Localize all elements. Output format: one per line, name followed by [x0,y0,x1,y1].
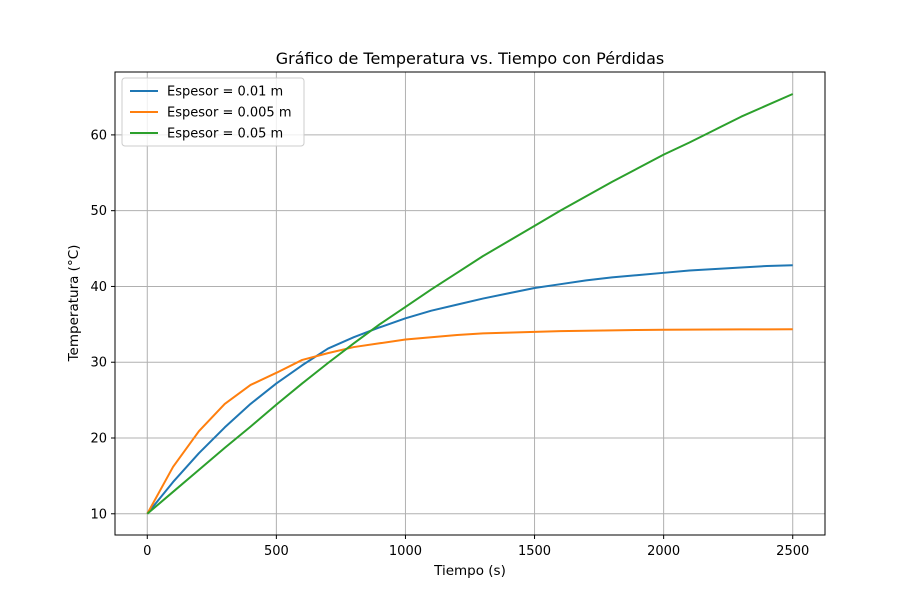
x-axis-label: Tiempo (s) [433,563,506,579]
y-tick-label: 50 [90,204,107,219]
x-tick-label: 0 [143,544,151,559]
x-axis-ticks: 0 500 1000 1500 2000 2500 [143,535,809,559]
y-axis-ticks: 10 20 30 40 50 60 [90,128,115,522]
x-tick-label: 1500 [518,544,551,559]
legend: Espesor = 0.01 m Espesor = 0.005 m Espesor… [121,77,305,147]
y-axis-label: Temperatura (°C) [66,245,82,363]
plot-frame [114,71,826,536]
legend-entry-0: Espesor = 0.01 m [167,85,283,100]
series-layer [146,93,794,515]
legend-entry-1: Espesor = 0.005 m [167,106,291,121]
grid-lines [115,72,825,535]
chart-title: Gráfico de Temperatura vs. Tiempo con Pé… [276,49,664,68]
y-tick-label: 20 [90,432,107,447]
x-tick-label: 1000 [389,544,422,559]
legend-box [121,77,305,147]
y-tick-label: 30 [90,356,107,371]
y-tick-label: 40 [90,280,107,295]
series-line-2 [146,93,794,515]
series-line-0 [146,264,793,515]
y-tick-label: 10 [90,507,107,522]
y-tick-label: 60 [90,128,107,143]
plot-area-background [115,72,825,535]
x-tick-label: 500 [264,544,289,559]
x-tick-label: 2000 [647,544,680,559]
x-tick-label: 2500 [776,544,809,559]
series-line-1 [146,328,793,515]
legend-entry-2: Espesor = 0.05 m [167,127,283,142]
